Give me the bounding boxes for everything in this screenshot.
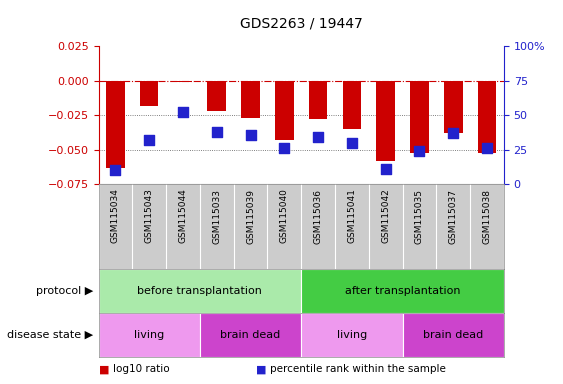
Text: disease state ▶: disease state ▶: [7, 330, 93, 340]
Text: before transplantation: before transplantation: [137, 286, 262, 296]
Bar: [207, 81, 226, 111]
Text: GSM115033: GSM115033: [212, 189, 221, 243]
Bar: [410, 81, 429, 152]
Point: [145, 137, 154, 143]
Text: GSM115037: GSM115037: [449, 189, 458, 243]
Bar: [309, 81, 328, 119]
Text: GSM115040: GSM115040: [280, 189, 289, 243]
Bar: [99, 269, 301, 313]
Point: [347, 140, 356, 146]
Bar: [173, 81, 193, 82]
Text: brain dead: brain dead: [423, 330, 484, 340]
Bar: [477, 81, 497, 152]
Bar: [200, 313, 301, 357]
Text: brain dead: brain dead: [220, 330, 281, 340]
Text: living: living: [337, 330, 367, 340]
Point: [381, 166, 390, 172]
Bar: [241, 81, 260, 118]
Bar: [275, 81, 294, 140]
Text: GSM115035: GSM115035: [415, 189, 424, 243]
Text: living: living: [134, 330, 164, 340]
Text: GSM115038: GSM115038: [482, 189, 491, 243]
Bar: [106, 81, 125, 168]
Text: percentile rank within the sample: percentile rank within the sample: [270, 364, 446, 374]
Text: GSM115039: GSM115039: [246, 189, 255, 243]
Bar: [403, 313, 504, 357]
Point: [246, 131, 255, 137]
Point: [314, 134, 323, 141]
Point: [449, 130, 458, 136]
Point: [280, 145, 289, 151]
Bar: [140, 81, 159, 106]
Text: GDS2263 / 19447: GDS2263 / 19447: [240, 17, 363, 31]
Point: [482, 145, 491, 151]
Text: GSM115041: GSM115041: [347, 189, 356, 243]
Text: ■: ■: [256, 364, 267, 374]
Bar: [99, 313, 200, 357]
Text: after transplantation: after transplantation: [345, 286, 461, 296]
Bar: [444, 81, 462, 133]
Text: GSM115043: GSM115043: [145, 189, 154, 243]
Point: [111, 167, 120, 174]
Text: log10 ratio: log10 ratio: [113, 364, 169, 374]
Text: GSM115042: GSM115042: [381, 189, 390, 243]
Point: [178, 109, 187, 116]
Text: GSM115036: GSM115036: [314, 189, 323, 243]
Text: GSM115034: GSM115034: [111, 189, 120, 243]
Point: [415, 148, 424, 154]
Bar: [301, 313, 403, 357]
Text: protocol ▶: protocol ▶: [35, 286, 93, 296]
Bar: [301, 269, 504, 313]
Bar: [342, 81, 361, 129]
Text: GSM115044: GSM115044: [178, 189, 187, 243]
Point: [212, 129, 221, 135]
Bar: [376, 81, 395, 161]
Text: ■: ■: [99, 364, 109, 374]
